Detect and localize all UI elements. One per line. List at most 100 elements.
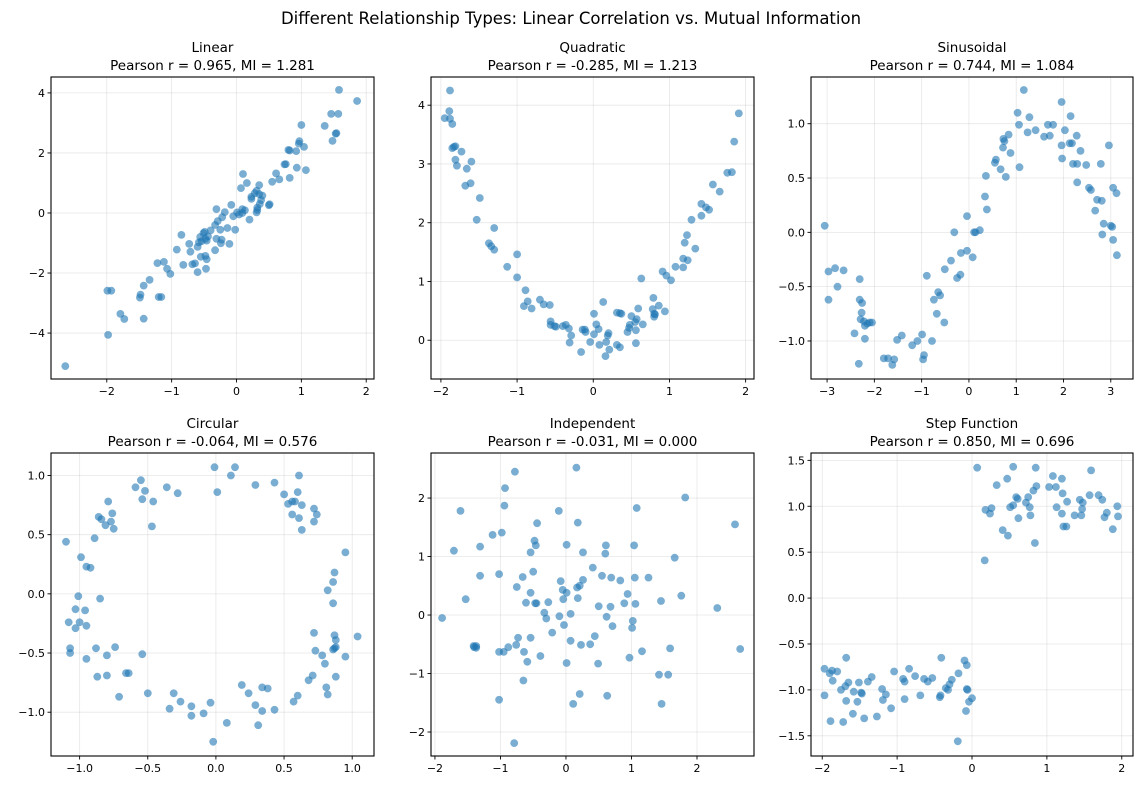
- data-point: [683, 256, 692, 265]
- data-point: [526, 548, 535, 557]
- data-point: [270, 478, 279, 487]
- data-point: [237, 184, 245, 193]
- data-point: [231, 225, 240, 234]
- data-point: [265, 201, 273, 210]
- data-point: [857, 308, 866, 317]
- data-point: [115, 692, 123, 701]
- data-point: [962, 707, 970, 715]
- data-point: [616, 343, 624, 352]
- data-point: [120, 315, 129, 323]
- data-point: [312, 510, 321, 519]
- data-point: [204, 232, 212, 241]
- y-tick-label: 2: [38, 147, 45, 160]
- data-point: [66, 649, 74, 657]
- data-point: [575, 690, 584, 698]
- data-point: [258, 191, 267, 200]
- data-point: [1057, 98, 1066, 106]
- data-point: [577, 641, 585, 649]
- data-point: [631, 600, 640, 608]
- data-point: [900, 695, 909, 703]
- data-point: [322, 683, 331, 692]
- data-point: [562, 659, 571, 667]
- data-point: [579, 548, 587, 557]
- data-point: [513, 273, 521, 282]
- data-point: [1031, 539, 1039, 547]
- data-point: [1108, 525, 1117, 534]
- data-point: [153, 259, 162, 267]
- data-point: [558, 322, 567, 330]
- data-point: [937, 653, 946, 662]
- subplot-title: Independent: [550, 416, 636, 432]
- data-point: [833, 667, 842, 676]
- data-point: [957, 249, 965, 257]
- data-point: [1015, 163, 1024, 172]
- data-point: [526, 588, 535, 597]
- x-tick-label: −1.0: [66, 762, 93, 775]
- data-point: [666, 644, 674, 653]
- data-point: [193, 268, 202, 276]
- data-point: [531, 541, 540, 550]
- data-point: [963, 246, 971, 255]
- data-point: [1058, 489, 1067, 498]
- data-point: [310, 629, 318, 637]
- data-point: [209, 737, 218, 746]
- subplot-circular: Circular Pearson r = -0.064, MI = 0.576 …: [18, 416, 375, 775]
- y-tick-label: 1.0: [28, 469, 46, 482]
- data-point: [289, 697, 298, 706]
- x-tick-label: −2: [814, 762, 830, 775]
- data-point: [1026, 511, 1035, 520]
- data-point: [495, 570, 503, 578]
- data-point: [826, 717, 835, 725]
- x-tick-label: 0.0: [207, 762, 225, 775]
- data-point: [501, 484, 509, 492]
- data-point: [581, 328, 590, 336]
- subplot-independent: Independent Pearson r = -0.031, MI = 0.0…: [409, 416, 755, 775]
- data-point: [131, 483, 140, 492]
- data-point: [461, 595, 470, 604]
- axes-frame: [430, 452, 755, 757]
- data-point: [935, 693, 944, 702]
- data-point: [318, 651, 327, 660]
- x-tick-label: −2: [866, 385, 882, 398]
- data-point: [237, 681, 246, 689]
- data-point: [331, 129, 340, 138]
- data-point: [824, 267, 833, 276]
- data-point: [268, 177, 277, 186]
- data-point: [1105, 141, 1113, 150]
- y-tick-label: −0.5: [778, 281, 805, 294]
- data-point: [293, 488, 302, 496]
- data-point: [1098, 495, 1107, 504]
- data-point: [565, 324, 573, 333]
- data-point: [963, 686, 972, 694]
- data-point: [884, 354, 892, 363]
- x-tick-label: −2: [99, 385, 115, 398]
- data-point: [1009, 462, 1018, 471]
- data-point: [734, 109, 743, 118]
- y-tick-label: 4: [418, 99, 425, 112]
- x-tick-label: 0: [233, 385, 240, 398]
- data-point: [905, 664, 913, 673]
- data-point: [97, 515, 106, 524]
- data-point: [575, 581, 584, 590]
- data-point: [603, 691, 612, 700]
- data-point: [185, 240, 194, 248]
- y-tick-label: 0: [418, 334, 425, 347]
- data-point: [231, 463, 239, 472]
- data-point: [512, 641, 521, 649]
- data-point: [532, 599, 541, 608]
- data-point: [148, 522, 156, 531]
- data-point: [176, 697, 185, 706]
- y-tick-label: 2: [418, 492, 425, 505]
- y-tick-label: −1.0: [778, 335, 805, 348]
- data-point: [74, 592, 83, 601]
- grid: [811, 453, 1133, 756]
- data-point: [446, 86, 454, 95]
- data-point: [833, 282, 842, 291]
- data-point: [179, 261, 188, 269]
- data-point: [858, 299, 866, 307]
- data-point: [670, 553, 679, 562]
- data-point: [187, 702, 196, 711]
- data-point: [251, 701, 260, 709]
- data-point: [1058, 474, 1066, 483]
